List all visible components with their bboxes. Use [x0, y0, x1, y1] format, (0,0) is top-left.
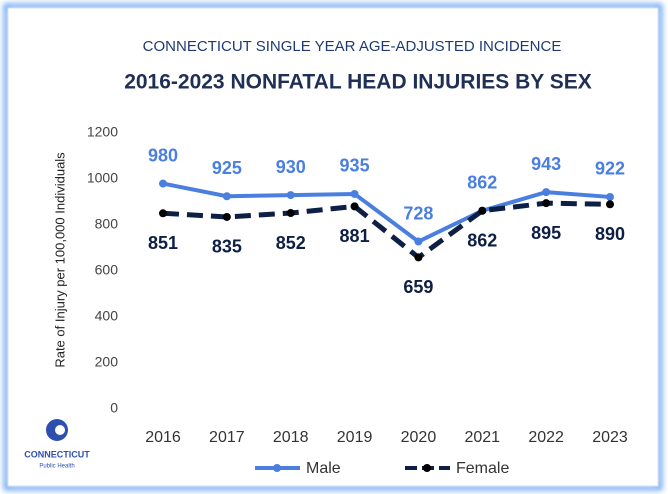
- x-tick-label: 2020: [401, 429, 437, 446]
- data-label: 862: [467, 172, 497, 192]
- legend-marker: [423, 464, 431, 472]
- data-label: 930: [276, 157, 306, 177]
- series-point: [286, 191, 295, 200]
- data-label: 835: [212, 237, 242, 257]
- y-tick-label: 0: [110, 400, 118, 416]
- logo: CONNECTICUT Public Health: [24, 419, 90, 470]
- x-tick-label: 2019: [337, 429, 373, 446]
- series-point: [222, 192, 231, 201]
- logo-tagline: Public Health: [39, 464, 74, 470]
- data-label: 659: [403, 277, 433, 297]
- chart-title: 2016-2023 NONFATAL HEAD INJURIES BY SEX: [124, 71, 592, 94]
- data-label: 922: [595, 159, 625, 179]
- x-tick-label: 2023: [592, 429, 628, 446]
- chart-subtitle: CONNECTICUT SINGLE YEAR AGE-ADJUSTED INC…: [143, 38, 562, 55]
- x-tick-label: 2016: [145, 429, 181, 446]
- data-label: 862: [467, 230, 497, 250]
- frame: [7, 7, 659, 487]
- logo-icon-inner: [55, 425, 65, 435]
- series-line: [162, 200, 611, 261]
- legend-label: Male: [306, 460, 341, 477]
- y-tick-label: 600: [95, 262, 119, 278]
- data-label: 851: [148, 233, 178, 253]
- series-point: [159, 209, 167, 218]
- x-tick-label: 2021: [464, 429, 500, 446]
- data-label: 943: [531, 154, 561, 174]
- series-point: [159, 179, 167, 188]
- series-point: [350, 202, 359, 211]
- data-label: 980: [148, 145, 178, 165]
- y-tick-label: 400: [95, 308, 119, 324]
- legend-marker: [273, 464, 281, 472]
- series-point: [606, 200, 614, 209]
- series-point: [414, 237, 423, 246]
- x-tick-label: 2017: [209, 429, 245, 446]
- series-point: [542, 199, 551, 208]
- y-tick-label: 1000: [87, 170, 118, 186]
- y-axis-label: Rate of Injury per 100,000 Individuals: [52, 152, 67, 368]
- x-tick-label: 2022: [528, 429, 564, 446]
- data-label: 881: [340, 226, 370, 246]
- data-label: 925: [212, 158, 242, 178]
- legend-label: Female: [456, 460, 509, 477]
- series-point: [286, 209, 295, 218]
- series-line: [162, 181, 611, 244]
- data-label: 852: [276, 233, 306, 253]
- data-label: 895: [531, 223, 561, 243]
- series-point: [222, 212, 231, 221]
- series-point: [414, 253, 423, 262]
- series-point: [350, 189, 359, 198]
- series-point: [606, 192, 614, 201]
- y-tick-label: 800: [95, 216, 119, 232]
- series-point: [542, 188, 551, 197]
- data-label: 890: [595, 224, 625, 244]
- y-tick-label: 1200: [87, 124, 118, 140]
- data-label: 728: [403, 203, 433, 223]
- x-tick-label: 2018: [273, 429, 309, 446]
- data-label: 935: [340, 156, 370, 176]
- logo-name: CONNECTICUT: [24, 449, 90, 459]
- y-tick-label: 200: [95, 354, 119, 370]
- frame-glow: [3, 3, 663, 491]
- series-point: [478, 206, 487, 215]
